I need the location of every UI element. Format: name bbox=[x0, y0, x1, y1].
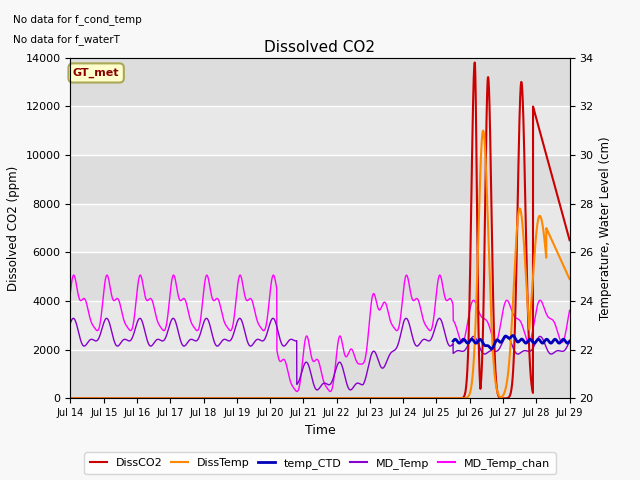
Text: GT_met: GT_met bbox=[73, 68, 120, 78]
Y-axis label: Dissolved CO2 (ppm): Dissolved CO2 (ppm) bbox=[7, 166, 20, 290]
Bar bbox=[70, 252, 570, 301]
Text: No data for f_cond_temp: No data for f_cond_temp bbox=[13, 14, 141, 25]
Text: No data for f_waterT: No data for f_waterT bbox=[13, 34, 120, 45]
Legend: DissCO2, DissTemp, temp_CTD, MD_Temp, MD_Temp_chan: DissCO2, DissTemp, temp_CTD, MD_Temp, MD… bbox=[84, 453, 556, 474]
Bar bbox=[70, 155, 570, 204]
Bar bbox=[70, 58, 570, 106]
Bar bbox=[70, 350, 570, 398]
Y-axis label: Temperature, Water Level (cm): Temperature, Water Level (cm) bbox=[599, 136, 612, 320]
X-axis label: Time: Time bbox=[305, 424, 335, 437]
Title: Dissolved CO2: Dissolved CO2 bbox=[264, 40, 376, 55]
